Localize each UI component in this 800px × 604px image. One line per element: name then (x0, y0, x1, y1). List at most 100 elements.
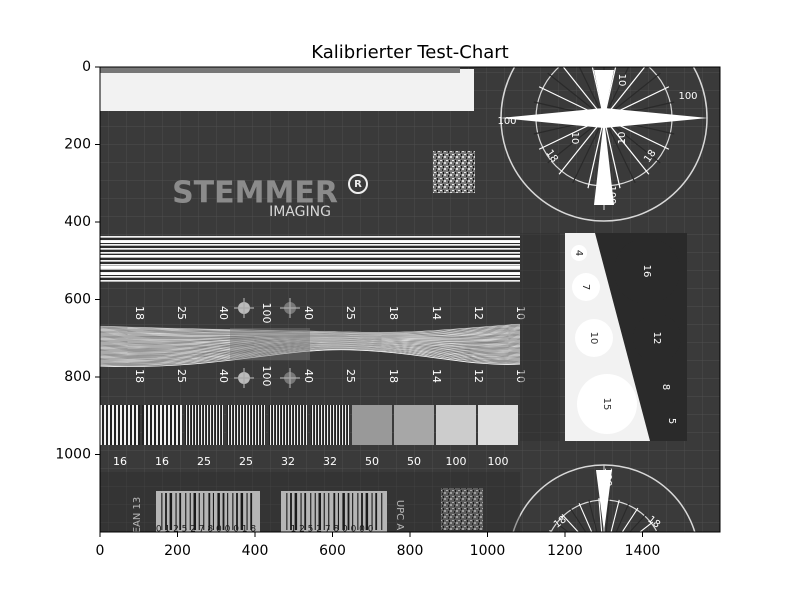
top-star-right-wedge (604, 108, 708, 128)
bottom-star-ray-4 (554, 521, 569, 532)
calibration-circle-label-2: 10 (588, 332, 599, 345)
ean13-barcode-bar-15 (193, 493, 196, 530)
upca-barcode-bar-29 (352, 493, 354, 530)
top-star-label-1: 10 (569, 132, 580, 145)
bottom-star-ray-14 (629, 514, 647, 532)
horizontal-band-accent-0 (100, 241, 520, 243)
top-star-lower-wedge (594, 118, 614, 205)
ean13-barcode-bar-20 (205, 493, 208, 530)
wedge-stripe-89 (100, 349, 521, 367)
upca-barcode-bar-23 (337, 493, 339, 530)
ean13-barcode-bar-33 (236, 493, 238, 530)
upca-barcode-bar-24 (339, 493, 342, 530)
x-axis-tick-label-1: 200 (164, 543, 191, 559)
upca-barcode-bar-20 (330, 493, 333, 530)
top-star-target (500, 67, 708, 222)
ean13-barcode-bar-27 (222, 493, 225, 530)
registered-mark-text: R (354, 179, 362, 190)
ean13-barcode-bar-8 (177, 493, 179, 530)
calibration-circle-4 (614, 238, 680, 304)
calibration-circle-label-0: 4 (573, 250, 584, 256)
upca-barcode-bar-10 (306, 493, 310, 530)
calibration-circle-label-4: 16 (641, 265, 652, 278)
ean13-barcode-bar-35 (240, 493, 244, 530)
ean13-barcode-bar-38 (248, 493, 250, 530)
imaging-logo-text: IMAGING (269, 204, 331, 220)
horizontal-band-accent-3 (100, 273, 520, 275)
ean13-barcode-bar-5 (169, 493, 173, 530)
upca-barcode-bar-37 (371, 493, 373, 530)
ean13-barcode-bar-6 (172, 493, 175, 530)
ean13-barcode-bar-2 (163, 493, 165, 530)
wedge-label-bottom-2: 40 (217, 369, 230, 383)
resolution-bar-5 (310, 405, 350, 445)
top-white-strip (100, 69, 474, 111)
ean13-barcode-bar-17 (198, 493, 200, 530)
ean13-barcode-bar-24 (214, 493, 217, 530)
y-axis-tick-label-1: 200 (64, 137, 91, 153)
bottom-star-ray-6 (569, 507, 587, 532)
center-right-shadow (520, 233, 560, 441)
upca-barcode-bar-1 (286, 493, 288, 530)
resolution-bar-6 (352, 405, 392, 445)
upca-barcode-bar-26 (345, 493, 347, 530)
upca-barcode-bar-18 (325, 493, 328, 530)
upca-barcode-bar-28 (350, 493, 352, 530)
ean13-barcode-bar-36 (243, 493, 246, 530)
x-axis-tick-label-7: 1400 (625, 543, 661, 559)
wedge-label-bottom-4: 40 (302, 369, 315, 383)
upca-barcode-bar-39 (375, 493, 378, 530)
upca-barcode-bar-22 (336, 493, 338, 530)
top-star-ray-27 (591, 67, 605, 119)
calibration-circle-0 (571, 245, 587, 261)
upca-barcode-bar-15 (318, 493, 321, 530)
calibration-circle-label-3: 15 (601, 398, 612, 411)
ean13-barcode-bar-13 (189, 493, 191, 530)
bottom-star-ray-15 (639, 521, 654, 532)
upca-barcode-bar-4 (292, 493, 294, 530)
ean13-barcode-bar-28 (225, 493, 227, 530)
resolution-bar-0 (100, 405, 140, 445)
top-star-label-7: 100 (606, 185, 617, 204)
ean13-barcode-bar-18 (200, 493, 203, 530)
top-star-ray-3 (603, 67, 646, 119)
calibration-circle-label-1: 7 (580, 284, 591, 290)
top-star-ray-26 (578, 67, 605, 119)
upca-barcode-bar-17 (323, 493, 325, 530)
top-star-ray-17 (558, 117, 605, 175)
wedge-label-top-2: 40 (217, 306, 230, 320)
upca-label: UPC A (394, 500, 405, 531)
wedge-label-top-3: 100 (260, 303, 273, 324)
ean13-digits: 0 1 2 5 2 7 8 0 0 0 1 8 (156, 525, 256, 535)
top-star-ray-13 (603, 117, 621, 189)
top-gray-strip (100, 67, 460, 73)
wedge-label-top-5: 25 (344, 306, 357, 320)
upca-barcode-bar-6 (297, 493, 300, 530)
calibration-circle-label-6: 8 (660, 384, 671, 390)
resolution-bar-1 (142, 405, 182, 445)
calibration-circle-1 (572, 273, 600, 301)
y-axis-tick-label-4: 800 (64, 369, 91, 385)
wedge-label-bottom-0: 18 (133, 369, 146, 383)
bottom-star-ray-9 (598, 498, 603, 532)
y-axis-tick-label-3: 600 (64, 292, 91, 308)
upca-barcode-bar-11 (310, 493, 312, 530)
ean13-barcode-bar-34 (238, 493, 240, 530)
top-star-label-0: 100 (497, 116, 516, 127)
resolution-bar-label-4: 32 (281, 455, 295, 468)
ean13-barcode-bar-25 (217, 493, 220, 530)
ean13-label: EAN 13 (132, 497, 143, 534)
bottom-left-shadow (100, 472, 520, 532)
upca-barcode-bar-12 (312, 493, 314, 530)
resolution-bar-9 (478, 405, 518, 445)
calibration-circle-3 (577, 374, 637, 434)
upca-barcode-bar-9 (304, 493, 307, 530)
ean13-barcode-bar-11 (185, 493, 187, 530)
wedge-label-top-8: 12 (472, 306, 485, 320)
x-axis-tick-label-4: 800 (397, 543, 424, 559)
wedge-label-bottom-7: 14 (430, 369, 443, 383)
wedge-center-blur (230, 328, 310, 360)
wedge-label-top-0: 18 (133, 306, 146, 320)
bottom-star-wedge (596, 470, 612, 532)
wedge-label-top-1: 25 (175, 306, 188, 320)
